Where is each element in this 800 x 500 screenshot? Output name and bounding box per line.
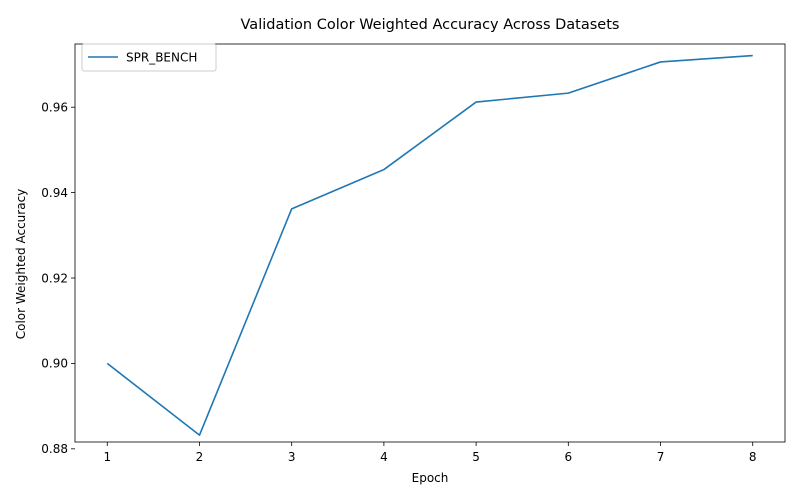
plot-area: 1 2 3 4 5 6 7 8 0.88 0.90 0.92 0.94 0.96 bbox=[41, 43, 786, 464]
y-axis-title: Color Weighted Accuracy bbox=[14, 189, 28, 340]
y-tick-label: 0.92 bbox=[41, 271, 68, 285]
y-tick-label: 0.94 bbox=[41, 186, 68, 200]
legend-label-spr-bench: SPR_BENCH bbox=[126, 51, 197, 65]
y-tick-label: 0.90 bbox=[41, 357, 68, 371]
x-tick-label: 1 bbox=[103, 450, 111, 464]
x-tick-label: 3 bbox=[288, 450, 296, 464]
series-line-spr-bench bbox=[106, 54, 753, 436]
x-tick-label: 6 bbox=[564, 450, 572, 464]
x-tick-label: 7 bbox=[657, 450, 665, 464]
legend: SPR_BENCH bbox=[81, 43, 217, 72]
x-tick-label: 4 bbox=[380, 450, 388, 464]
x-tick-label: 5 bbox=[472, 450, 480, 464]
x-tick-label: 2 bbox=[196, 450, 204, 464]
x-axis-title: Epoch bbox=[412, 471, 449, 485]
axes-frame bbox=[74, 43, 786, 443]
chart-title: Validation Color Weighted Accuracy Acros… bbox=[241, 17, 620, 33]
y-tick-label: 0.96 bbox=[41, 101, 68, 115]
y-tick-label: 0.88 bbox=[41, 442, 68, 456]
x-tick-label: 8 bbox=[749, 450, 757, 464]
legend-box bbox=[81, 43, 217, 72]
